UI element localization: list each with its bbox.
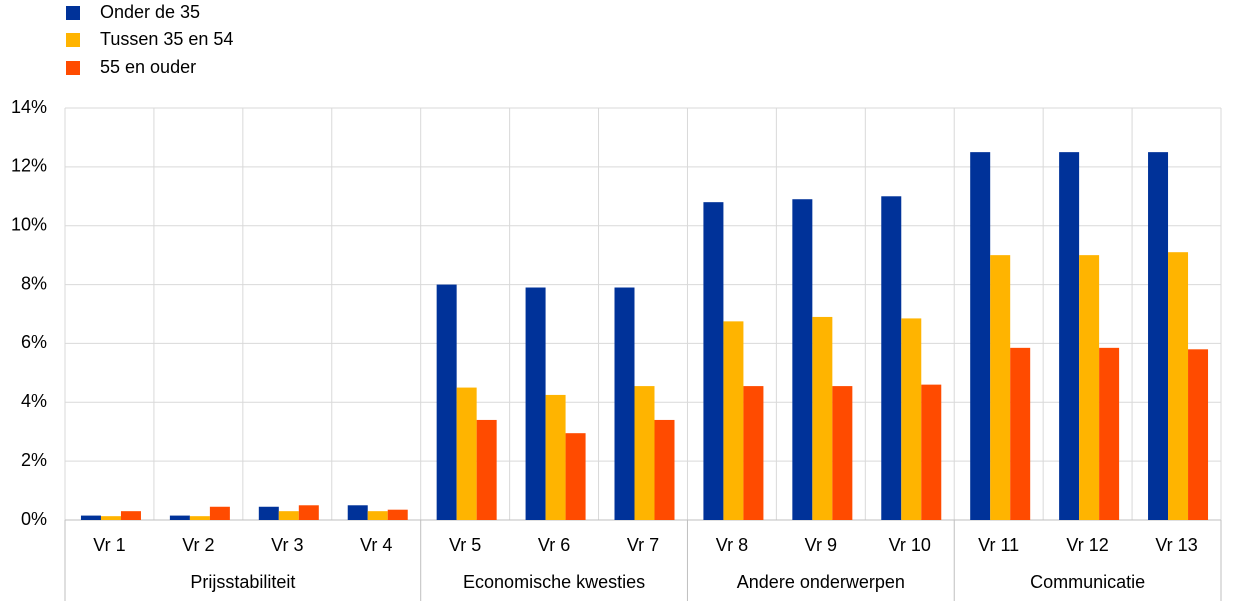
y-tick-label: 6% — [21, 332, 47, 352]
group-label: Prijsstabiliteit — [190, 572, 295, 592]
legend-swatch — [66, 33, 80, 47]
x-tick-label: Vr 10 — [889, 535, 931, 555]
bar — [614, 287, 635, 520]
y-tick-label: 10% — [11, 214, 47, 234]
x-tick-label: Vr 13 — [1155, 535, 1197, 555]
bar — [387, 509, 408, 520]
y-tick-label: 0% — [21, 509, 47, 529]
bar — [1099, 347, 1120, 520]
x-tick-label: Vr 12 — [1066, 535, 1108, 555]
bar — [1059, 152, 1080, 520]
group-label: Andere onderwerpen — [737, 572, 905, 592]
legend-swatch — [66, 6, 80, 20]
bar — [812, 316, 833, 520]
bar — [278, 511, 299, 520]
y-tick-label: 12% — [11, 156, 47, 176]
bar — [921, 384, 942, 520]
bar — [209, 506, 230, 520]
bar — [703, 202, 724, 520]
bar — [80, 515, 101, 520]
group-label: Economische kwesties — [463, 572, 645, 592]
group-label: Communicatie — [1030, 572, 1145, 592]
x-tick-label: Vr 8 — [716, 535, 748, 555]
bar — [456, 387, 477, 520]
x-tick-label: Vr 1 — [93, 535, 125, 555]
x-tick-label: Vr 4 — [360, 535, 392, 555]
bar — [1148, 152, 1169, 520]
x-tick-label: Vr 5 — [449, 535, 481, 555]
bar — [901, 318, 922, 520]
legend-label: Onder de 35 — [100, 2, 200, 22]
bar — [565, 433, 586, 520]
bar — [347, 505, 368, 520]
x-tick-label: Vr 3 — [271, 535, 303, 555]
y-tick-label: 14% — [11, 97, 47, 117]
bar — [1188, 349, 1209, 520]
y-tick-label: 4% — [21, 391, 47, 411]
bar — [258, 506, 279, 520]
bar — [654, 419, 675, 520]
bar — [436, 284, 457, 520]
x-tick-label: Vr 9 — [805, 535, 837, 555]
bar — [100, 516, 121, 520]
bar — [990, 255, 1011, 520]
x-tick-label: Vr 6 — [538, 535, 570, 555]
bar — [367, 511, 388, 520]
x-tick-label: Vr 7 — [627, 535, 659, 555]
x-tick-label: Vr 2 — [182, 535, 214, 555]
bar — [476, 419, 497, 520]
bar — [545, 394, 566, 520]
bar — [1168, 252, 1189, 520]
y-tick-label: 8% — [21, 273, 47, 293]
bar — [525, 287, 546, 520]
bar — [169, 515, 190, 520]
legend-swatch — [66, 61, 80, 75]
bar — [723, 321, 744, 520]
legend-label: 55 en ouder — [100, 57, 196, 77]
bar — [1079, 255, 1100, 520]
bar — [792, 199, 813, 520]
bar — [1010, 347, 1031, 520]
bar — [881, 196, 902, 521]
y-tick-label: 2% — [21, 450, 47, 470]
bar — [970, 152, 991, 520]
bar — [634, 386, 655, 520]
bar — [189, 516, 210, 520]
x-tick-label: Vr 11 — [978, 535, 1019, 555]
bar — [298, 505, 319, 520]
bar — [832, 386, 853, 520]
legend-label: Tussen 35 en 54 — [100, 29, 233, 49]
bar — [120, 511, 141, 520]
bar — [743, 386, 764, 520]
